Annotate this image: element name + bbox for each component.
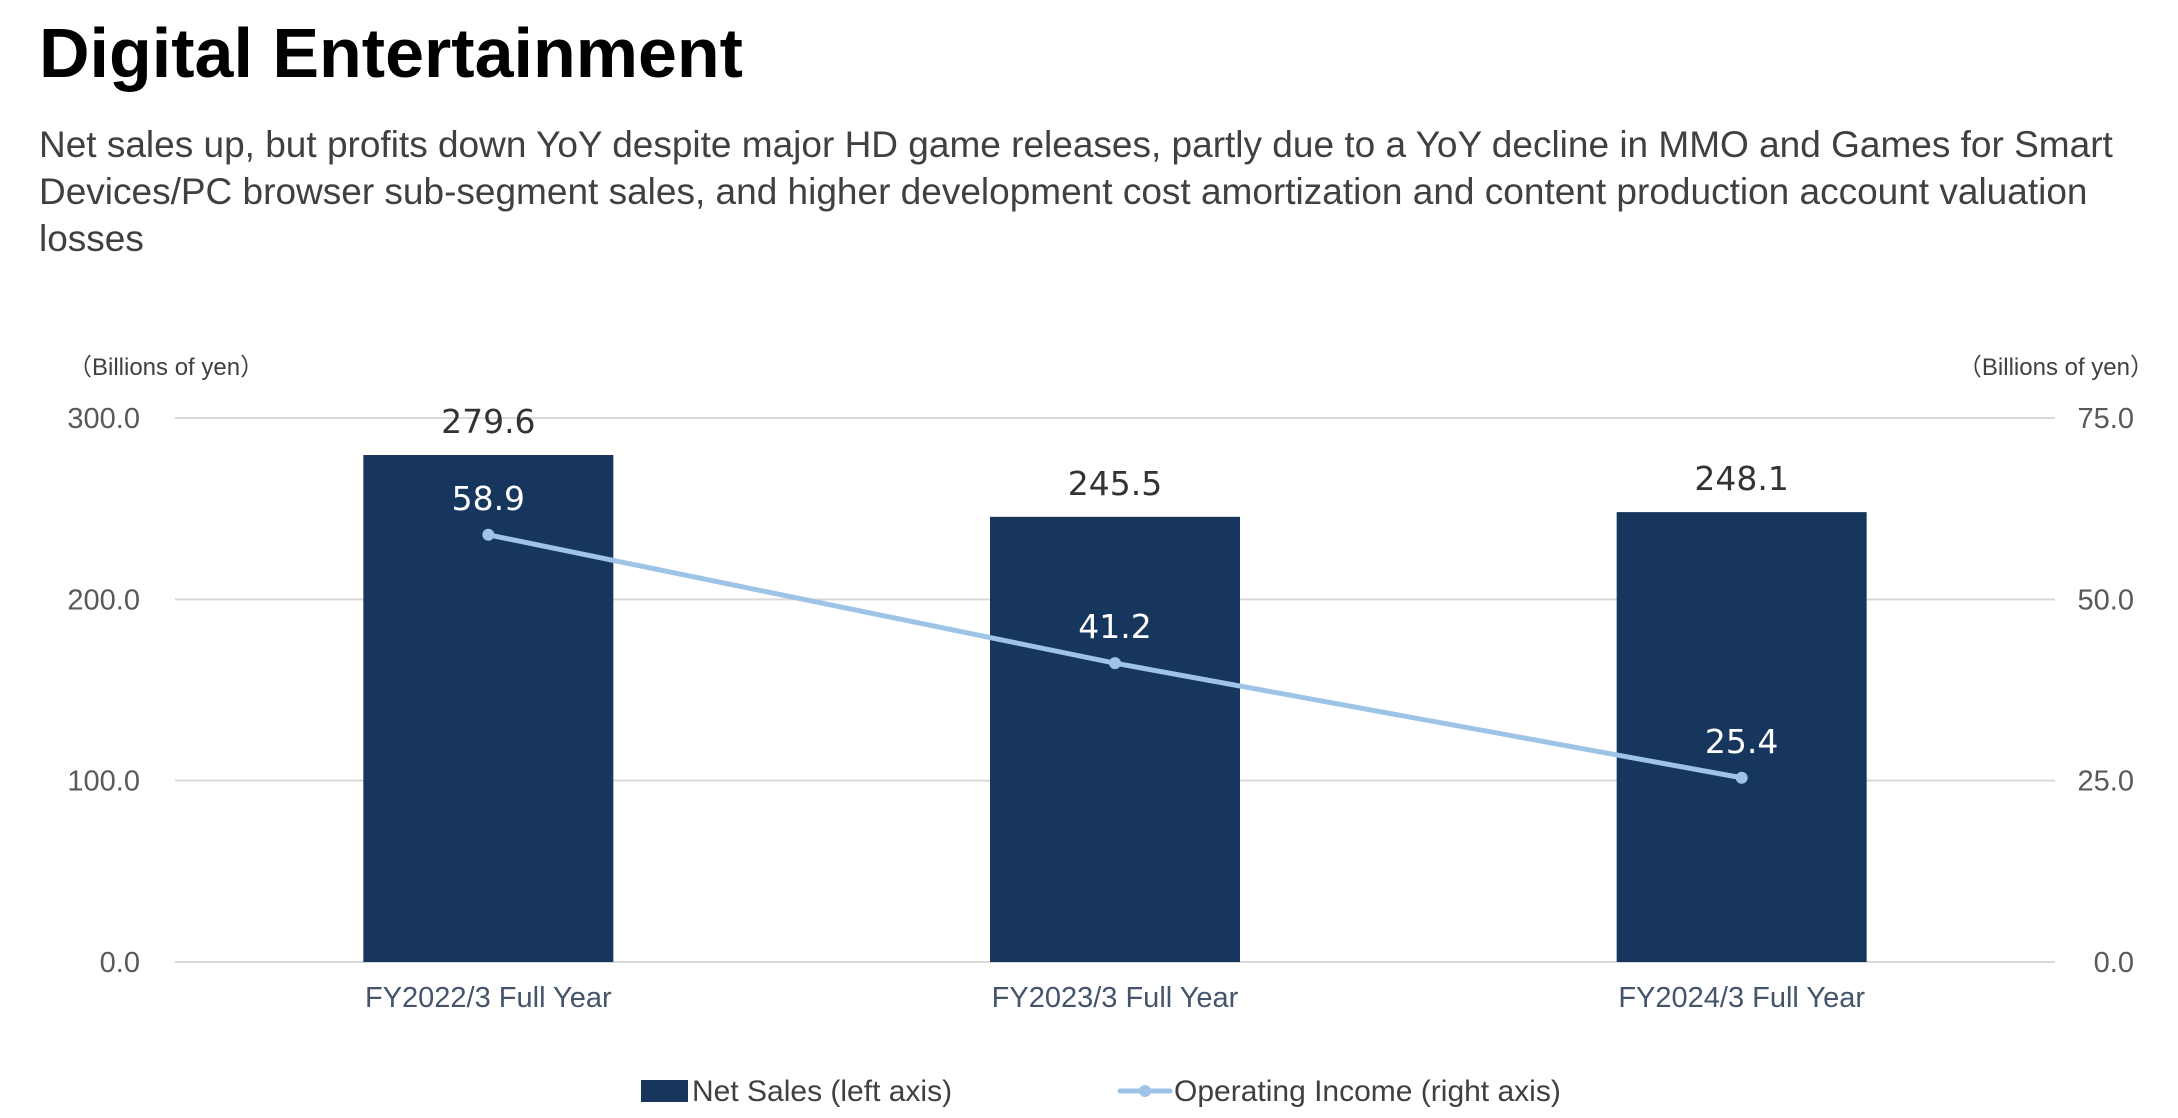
net-sales-value-label: 248.1: [1694, 459, 1788, 498]
operating-income-value-label: 25.4: [1705, 722, 1778, 761]
operating-income-point: [482, 528, 495, 541]
operating-income-point: [1109, 657, 1121, 670]
operating-income-legend-marker: [1139, 1085, 1151, 1097]
category-label: FY2022/3 Full Year: [365, 982, 612, 1014]
page-subtitle: Net sales up, but profits down YoY despi…: [39, 124, 2113, 259]
left-axis-tick-label: 200.0: [67, 584, 140, 616]
right-axis-tick-label: 0.0: [2094, 947, 2134, 979]
net-sales-value-label: 279.6: [441, 402, 535, 441]
net-sales-bar: [1616, 512, 1867, 962]
left-axis-tick-label: 300.0: [67, 403, 140, 435]
right-axis-tick-label: 75.0: [2078, 403, 2134, 435]
net-sales-legend-label: Net Sales (left axis): [692, 1075, 952, 1108]
left-axis-unit: （Billions of yen）: [68, 354, 264, 381]
net-sales-value-label: 245.5: [1068, 464, 1162, 503]
operating-income-legend-label: Operating Income (right axis): [1174, 1075, 1561, 1108]
category-label: FY2023/3 Full Year: [992, 982, 1239, 1014]
right-axis-tick-label: 50.0: [2078, 584, 2134, 616]
legend: Net Sales (left axis) Operating Income (r…: [641, 1075, 1561, 1108]
net-sales-bar: [990, 516, 1240, 962]
operating-income-point: [1735, 771, 1748, 784]
left-axis-tick-label: 100.0: [67, 766, 140, 798]
net-sales-bars: [363, 454, 1867, 962]
operating-income-line: [482, 528, 1748, 784]
page-title: Digital Entertainment: [39, 14, 743, 92]
net-sales-legend-swatch: [641, 1080, 688, 1102]
right-axis-unit: （Billions of yen）: [1958, 354, 2154, 381]
operating-income-value-label: 58.9: [452, 479, 525, 518]
right-axis-tick-label: 25.0: [2078, 766, 2134, 798]
chart-labels: 0.0 100.0 200.0 300.0 0.0 25.0 50.0 75.0 （Billio…: [67, 354, 2154, 1014]
left-axis-tick-label: 0.0: [100, 947, 140, 979]
category-label: FY2024/3 Full Year: [1618, 982, 1865, 1014]
operating-income-value-label: 41.2: [1078, 607, 1151, 646]
